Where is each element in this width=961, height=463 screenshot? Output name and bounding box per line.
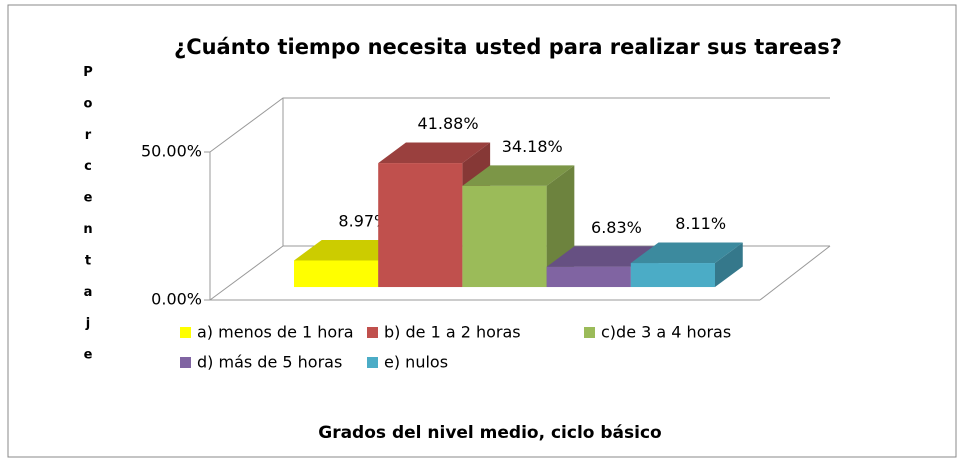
legend-label: e) nulos	[384, 353, 448, 372]
legend-label: c)de 3 a 4 horas	[601, 323, 731, 342]
legend-swatch	[367, 327, 378, 338]
legend-label: b) de 1 a 2 horas	[384, 323, 521, 342]
value-label: 6.83%	[591, 218, 642, 237]
value-label: 8.11%	[675, 214, 726, 233]
legend-label: a) menos de 1 hora	[197, 323, 354, 342]
bar-front	[546, 266, 631, 288]
bar	[630, 242, 743, 288]
legend-swatch	[180, 327, 191, 338]
legend-swatch	[180, 357, 191, 368]
value-label: 8.97%	[338, 211, 389, 230]
grid-line	[209, 97, 830, 153]
y-tick-label: 50.00%	[141, 142, 202, 161]
bar-top	[294, 239, 406, 261]
value-label: 34.18%	[502, 137, 563, 156]
bar-side	[715, 242, 743, 288]
chart-title: ¿Cuánto tiempo necesita usted para reali…	[174, 35, 842, 59]
bar-top	[546, 246, 659, 267]
bar-top	[378, 142, 491, 164]
bar-front	[294, 260, 379, 288]
bar	[462, 165, 575, 288]
bar-front	[462, 185, 547, 288]
y-tick-label: 0.00%	[151, 290, 202, 309]
floor-right	[759, 245, 831, 301]
value-label: 41.88%	[418, 114, 479, 133]
x-axis-title: Grados del nivel medio, ciclo básico	[318, 423, 661, 443]
bar-top	[630, 242, 743, 264]
legend-swatch	[584, 327, 595, 338]
bar-top	[462, 165, 575, 186]
grid-line	[209, 245, 830, 301]
bar-front	[378, 163, 463, 288]
legend-label: d) más de 5 horas	[197, 353, 342, 372]
bar-front	[630, 263, 715, 288]
legend-swatch	[367, 357, 378, 368]
